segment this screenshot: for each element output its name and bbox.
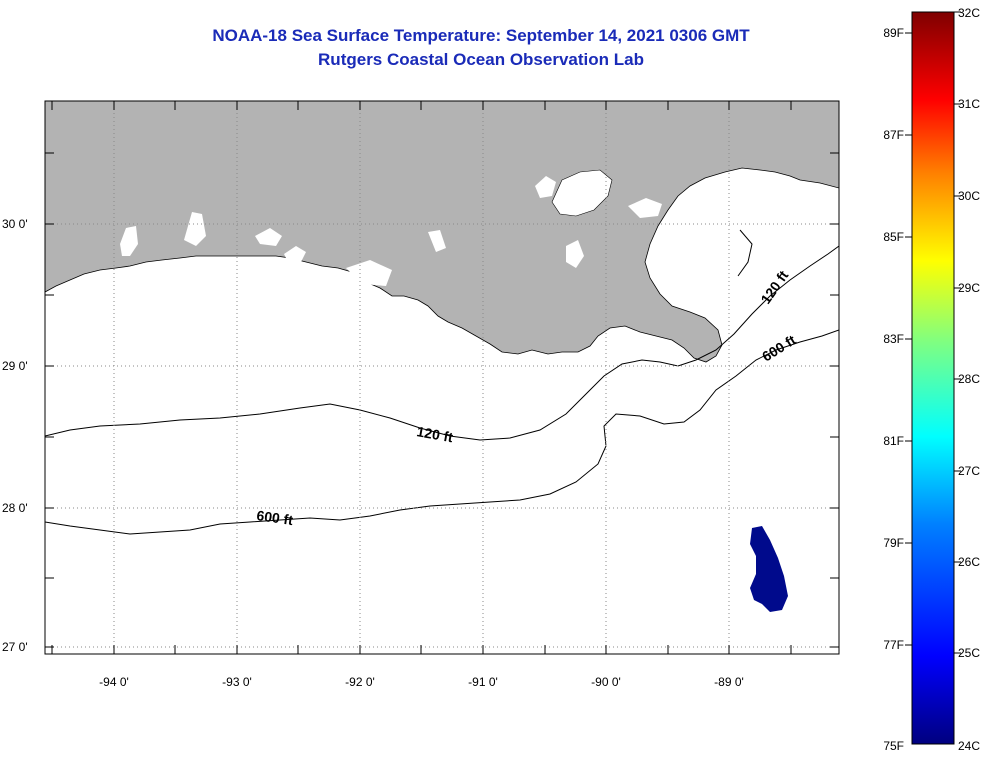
colorbar-f-label: 75F bbox=[883, 739, 904, 753]
colorbar-c-label: 26C bbox=[958, 555, 980, 569]
contour-120ft bbox=[45, 245, 839, 441]
graticule bbox=[45, 101, 839, 654]
frame-ticks bbox=[45, 101, 839, 654]
colorbar-c-label: 31C bbox=[958, 97, 980, 111]
barataria-bay bbox=[566, 240, 584, 268]
lake-pontchartrain bbox=[551, 169, 613, 217]
colorbar-c-label: 27C bbox=[958, 464, 980, 478]
colorbar-f-label: 79F bbox=[883, 536, 904, 550]
colorbar-c-label: 28C bbox=[958, 372, 980, 386]
colorbar-c-label: 24C bbox=[958, 739, 980, 753]
lon-label: -90 0' bbox=[591, 675, 621, 689]
lat-label: 28 0' bbox=[2, 501, 28, 515]
atchafalaya-bay bbox=[346, 260, 392, 286]
colorbar-c-label: 25C bbox=[958, 646, 980, 660]
white-lake bbox=[184, 212, 206, 246]
lake-maurepas bbox=[535, 176, 556, 198]
land-mass bbox=[45, 101, 839, 363]
colorbar-f-label: 81F bbox=[883, 434, 904, 448]
sst-patch bbox=[750, 526, 788, 612]
colorbar-f-label: 77F bbox=[883, 638, 904, 652]
lon-label: -94 0' bbox=[99, 675, 129, 689]
calcasieu-lake bbox=[120, 226, 138, 256]
chandeleur-sound bbox=[664, 204, 712, 262]
colorbar-c-label: 29C bbox=[958, 281, 980, 295]
contour-label-600ft-west: 600 ft bbox=[256, 507, 295, 528]
colorbar bbox=[911, 11, 955, 745]
contour-600ft bbox=[45, 329, 839, 535]
colorbar-ticks bbox=[905, 11, 961, 654]
lon-label: -91 0' bbox=[468, 675, 498, 689]
lake-borgne bbox=[628, 198, 662, 218]
contour-label-120ft-west: 120 ft bbox=[415, 423, 454, 445]
lon-label: -93 0' bbox=[222, 675, 252, 689]
lon-label: -92 0' bbox=[345, 675, 375, 689]
map-subtitle: Rutgers Coastal Ocean Observation Lab bbox=[318, 50, 644, 69]
map-title: NOAA-18 Sea Surface Temperature: Septemb… bbox=[212, 26, 750, 45]
colorbar-f-label: 83F bbox=[883, 332, 904, 346]
vermilion-bay bbox=[255, 228, 282, 246]
grand-lake bbox=[284, 246, 306, 264]
colorbar-f-label: 87F bbox=[883, 128, 904, 142]
colorbar-c-label: 30C bbox=[958, 189, 980, 203]
map-frame bbox=[44, 100, 840, 655]
colorbar-c-label: 32C bbox=[958, 6, 980, 20]
lake-salvador bbox=[428, 230, 446, 252]
colorbar-f-label: 85F bbox=[883, 230, 904, 244]
lat-label: 29 0' bbox=[2, 359, 28, 373]
lat-label: 30 0' bbox=[2, 217, 28, 231]
lon-label: -89 0' bbox=[714, 675, 744, 689]
lat-label: 27 0' bbox=[2, 640, 28, 654]
colorbar-f-label: 89F bbox=[883, 26, 904, 40]
chandeleur-islands bbox=[737, 229, 753, 277]
